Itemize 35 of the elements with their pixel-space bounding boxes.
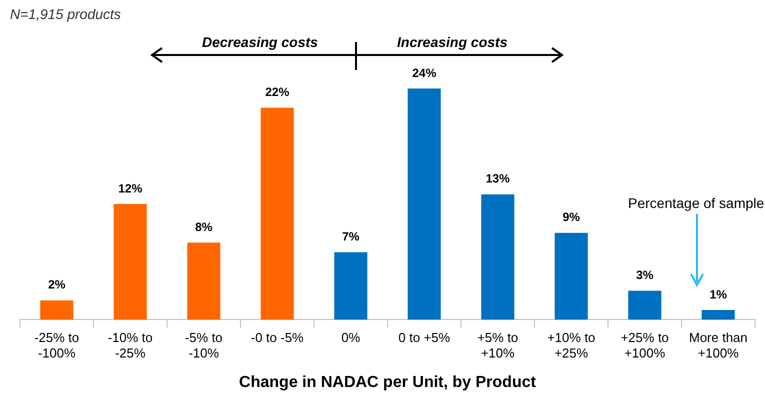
data-label: 3%	[636, 268, 654, 282]
data-label: 24%	[412, 66, 437, 80]
data-label: 2%	[48, 278, 66, 292]
x-tick-label: -25% to -100%	[34, 330, 80, 361]
x-tick-label: +25% to +100%	[620, 330, 669, 361]
bar	[260, 108, 294, 320]
x-tick-label: -5% to -10%	[184, 330, 223, 361]
x-tick-label: 0%	[341, 330, 361, 345]
x-tick-label: -0 to -5%	[250, 330, 304, 345]
bar	[554, 232, 588, 320]
bar	[481, 194, 514, 320]
bar	[628, 290, 662, 320]
bar	[40, 300, 74, 320]
x-tick-label: +10% to +25%	[547, 330, 596, 361]
bar	[408, 88, 441, 320]
data-label: 7%	[342, 230, 360, 244]
data-label: 13%	[486, 172, 510, 186]
text: N=1,915 products	[10, 6, 121, 22]
data-label: 8%	[195, 220, 213, 234]
data-label: 22%	[265, 85, 290, 100]
annotation: Percentage of sample	[628, 195, 764, 211]
x-tick-label: +5% to +10%	[477, 330, 518, 361]
bar	[702, 310, 735, 320]
bar	[187, 242, 220, 320]
data-label: 9%	[562, 210, 580, 224]
x-tick-label: 0 to +5%	[398, 330, 451, 345]
x-axis-title: Change in NADAC per Unit, by Product	[239, 374, 537, 391]
text: Increasing costs	[397, 34, 508, 50]
x-tick-label: More than +100%	[688, 330, 748, 361]
x-tick-label: -10% to -25%	[108, 330, 153, 361]
bar	[114, 204, 147, 320]
bar	[334, 252, 368, 320]
data-label: 12%	[118, 181, 143, 196]
data-label: 1%	[710, 287, 728, 302]
text: Decreasing costs	[202, 34, 318, 50]
